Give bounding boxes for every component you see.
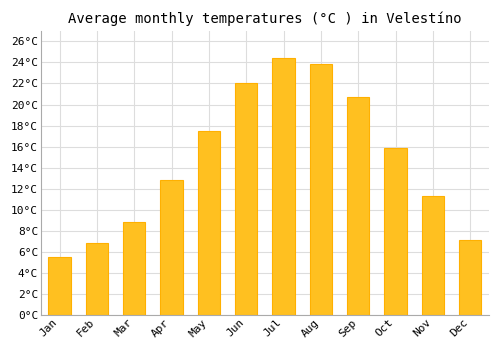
- Bar: [459, 240, 481, 315]
- Bar: [123, 222, 146, 315]
- Title: Average monthly temperatures (°C ) in Velestíno: Average monthly temperatures (°C ) in Ve…: [68, 11, 462, 26]
- Bar: [272, 58, 295, 315]
- Bar: [384, 148, 407, 315]
- Bar: [422, 196, 444, 315]
- Bar: [235, 84, 258, 315]
- Bar: [48, 257, 71, 315]
- Bar: [347, 97, 370, 315]
- Bar: [86, 243, 108, 315]
- Bar: [310, 64, 332, 315]
- Bar: [198, 131, 220, 315]
- Bar: [160, 180, 183, 315]
